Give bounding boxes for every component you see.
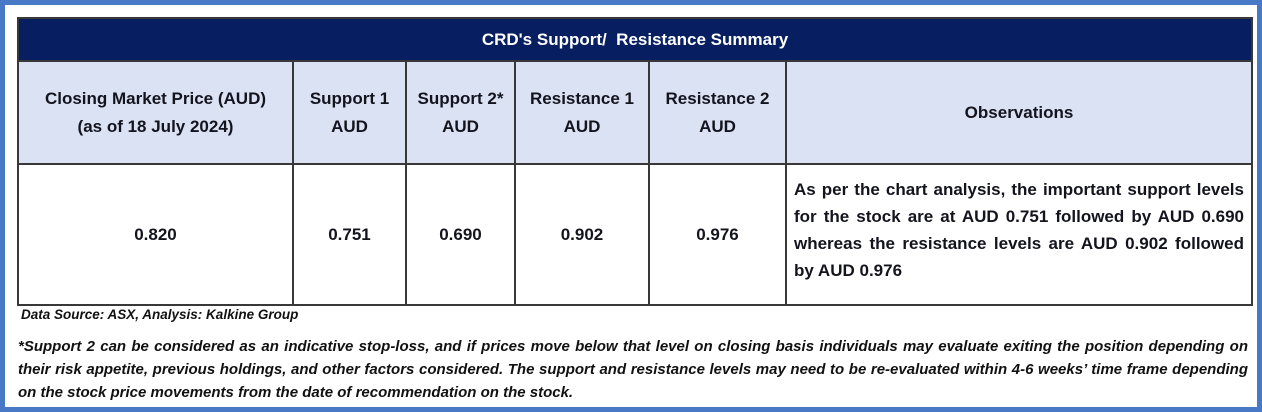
support-1-value: 0.751 — [292, 165, 405, 304]
header-closing-price: Closing Market Price (AUD) (as of 18 Jul… — [19, 62, 292, 163]
support-2-value: 0.690 — [405, 165, 514, 304]
table-data-row: 0.820 0.751 0.690 0.902 0.976 As per the… — [19, 163, 1251, 304]
header-closing-price-line1: Closing Market Price (AUD) — [44, 88, 267, 108]
header-observations: Observations — [785, 62, 1251, 163]
header-resistance-1-line1: Resistance 1 — [530, 88, 634, 108]
header-resistance-2-line1: Resistance 2 — [665, 88, 770, 108]
header-resistance-1: Resistance 1 AUD — [514, 62, 648, 163]
table-title: CRD's Support/ Resistance Summary — [19, 19, 1251, 60]
header-support-1-line2: AUD — [331, 116, 368, 136]
resistance-2-value: 0.976 — [648, 165, 785, 304]
resistance-1-value: 0.902 — [514, 165, 648, 304]
header-resistance-1-line2: AUD — [563, 116, 601, 136]
header-observations-label: Observations — [964, 102, 1074, 122]
data-source-note: Data Source: ASX, Analysis: Kalkine Grou… — [21, 307, 299, 322]
header-closing-price-line2: (as of 18 July 2024) — [77, 116, 234, 136]
header-resistance-2: Resistance 2 AUD — [648, 62, 785, 163]
table-header-row: Closing Market Price (AUD) (as of 18 Jul… — [19, 60, 1251, 163]
support-resistance-table: CRD's Support/ Resistance Summary Closin… — [17, 17, 1253, 306]
header-support-1-line1: Support 1 — [309, 88, 390, 108]
observations-text: As per the chart analysis, the important… — [785, 165, 1251, 304]
header-support-2-line2: AUD — [442, 116, 479, 136]
header-resistance-2-line2: AUD — [699, 116, 736, 136]
header-support-2: Support 2* AUD — [405, 62, 514, 163]
support-2-disclaimer: *Support 2 can be considered as an indic… — [18, 338, 1248, 401]
header-support-1: Support 1 AUD — [292, 62, 405, 163]
header-support-2-line1: Support 2* — [417, 88, 504, 108]
closing-price-value: 0.820 — [19, 165, 292, 304]
